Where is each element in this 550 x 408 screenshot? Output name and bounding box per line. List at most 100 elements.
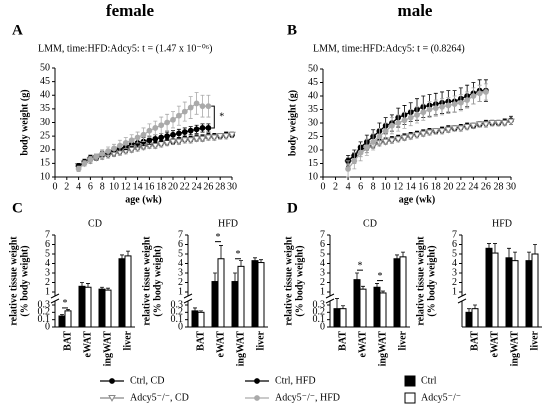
y-tick-label: 5	[320, 248, 325, 259]
y-tick-label: 5	[45, 248, 50, 259]
data-point	[216, 133, 225, 140]
axis-break	[183, 293, 193, 304]
x-axis-label: age (wk)	[399, 194, 435, 205]
data-point	[170, 131, 176, 138]
error-bar	[106, 287, 110, 291]
error-bar	[355, 272, 359, 280]
x-tick-label: 16	[144, 181, 154, 192]
y-axis-label: relative tissue weight	[141, 236, 152, 326]
y-tick-label: 0	[320, 321, 325, 332]
bar	[465, 311, 473, 328]
x-tick-label: 18	[431, 181, 441, 192]
y-tick-label: 6	[178, 239, 183, 250]
y-tick-label: 1	[452, 286, 457, 297]
data-point	[164, 119, 171, 126]
data-point	[394, 136, 403, 144]
legend-marker	[254, 395, 260, 401]
bar	[393, 258, 401, 328]
y-tick-label: 7	[178, 229, 183, 240]
x-tick-label: 14	[133, 181, 143, 192]
legend-label: Adcy5⁻/⁻, CD	[130, 392, 189, 403]
error-bar	[253, 257, 257, 261]
error-bar	[473, 304, 477, 309]
x-tick-label: 0	[321, 181, 326, 192]
data-point	[425, 129, 434, 137]
data-point	[93, 153, 100, 160]
x-tick-label: liver	[122, 330, 133, 350]
x-tick-label: 10	[109, 181, 119, 192]
x-tick-label: eWAT	[82, 331, 93, 358]
y-tick-label: 30	[308, 117, 318, 128]
data-point	[407, 114, 414, 121]
y-tick-label: 45	[308, 77, 318, 88]
data-point	[370, 139, 377, 145]
data-point	[204, 134, 213, 142]
bar	[333, 308, 341, 328]
error-bar	[395, 254, 399, 259]
y-axis-label: relative tissue weight	[283, 236, 294, 326]
data-point	[146, 137, 153, 144]
y-tick-label: 0.3	[171, 299, 184, 310]
y-tick-label: 6	[452, 239, 457, 250]
x-tick-label: 2	[64, 181, 69, 192]
y-tick-label: 2	[178, 277, 183, 288]
data-point	[345, 166, 351, 172]
y-tick-label: 0.1	[38, 314, 51, 325]
y-tick-label: 35	[308, 104, 318, 115]
significance-label: *	[236, 249, 241, 260]
y-tick-label: 3	[320, 267, 325, 278]
data-point	[158, 122, 165, 129]
x-tick-label: 30	[506, 181, 516, 192]
data-point	[469, 122, 478, 130]
data-point	[464, 97, 471, 103]
bar	[339, 308, 347, 328]
data-point	[146, 127, 153, 134]
y-tick-label: 40	[308, 90, 318, 101]
data-point	[176, 130, 182, 137]
x-tick-label: liver	[529, 330, 540, 350]
data-point	[140, 131, 147, 138]
data-point	[470, 93, 477, 99]
y-tick-label: 50	[308, 63, 318, 74]
error-bar	[513, 251, 517, 261]
y-tick-label: 3	[45, 267, 50, 278]
significance-label: *	[216, 232, 221, 243]
x-tick-label: 4	[346, 181, 351, 192]
error-bar	[507, 247, 511, 258]
subtitle: CD	[88, 218, 102, 229]
x-tick-label: eWAT	[489, 331, 500, 358]
data-point	[401, 117, 408, 124]
x-tick-label: eWAT	[215, 331, 226, 358]
data-point	[181, 108, 188, 115]
data-point	[158, 134, 165, 141]
data-point	[81, 160, 88, 167]
y-axis-label: relative tissue weight	[415, 236, 426, 326]
x-tick-label: 10	[381, 181, 391, 192]
data-point	[193, 100, 200, 107]
x-tick-label: ingWAT	[102, 331, 113, 367]
y-tick-label: 0.2	[171, 307, 184, 318]
data-point	[420, 109, 427, 116]
error-bar	[120, 254, 124, 259]
bar	[471, 308, 479, 328]
error-bar	[233, 272, 237, 282]
x-tick-label: 24	[468, 181, 478, 192]
x-tick-label: 12	[393, 181, 403, 192]
y-tick-label: 0	[45, 321, 50, 332]
x-tick-label: 6	[88, 181, 93, 192]
data-point	[438, 128, 446, 135]
x-tick-label: 26	[481, 181, 491, 192]
x-tick-label: 22	[456, 181, 466, 192]
data-point	[445, 102, 452, 109]
x-tick-label: 16	[418, 181, 428, 192]
data-point	[205, 103, 212, 110]
legend-label: Ctrl, CD	[130, 375, 164, 386]
data-point	[170, 116, 176, 123]
bar	[485, 247, 493, 328]
data-point	[128, 137, 135, 144]
data-point	[483, 89, 489, 95]
data-point	[186, 137, 195, 145]
y-tick-label: 0.3	[313, 299, 326, 310]
y-tick-label: 7	[320, 229, 325, 240]
data-point	[395, 120, 402, 126]
